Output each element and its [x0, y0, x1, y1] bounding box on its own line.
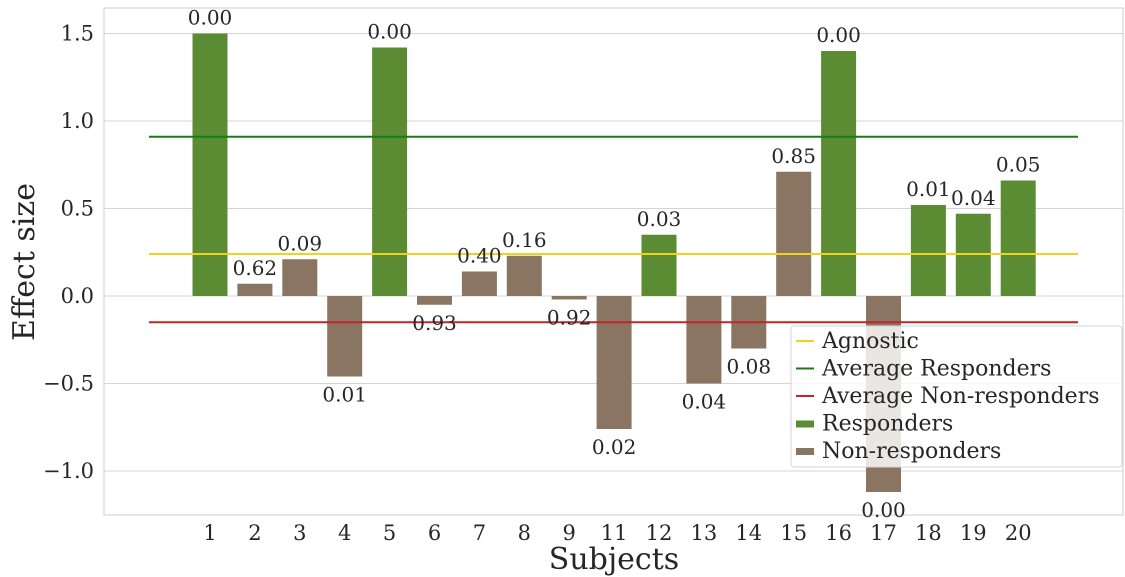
bar-label: 0.92 [547, 306, 592, 330]
bar [821, 51, 857, 296]
bar [551, 296, 587, 300]
bar-label: 0.02 [592, 435, 637, 459]
bar-label: 0.85 [771, 144, 816, 168]
bar [686, 296, 722, 384]
legend-label: Responders [822, 412, 953, 437]
bar [417, 296, 452, 305]
x-tick-label: 6 [428, 521, 441, 545]
bar [327, 296, 363, 377]
bar-label: 0.03 [637, 207, 682, 231]
bar [372, 47, 408, 296]
x-tick-label: 8 [518, 521, 531, 545]
bar-label: 0.04 [682, 390, 727, 414]
y-tick-label: 0.5 [61, 197, 94, 221]
y-tick-label: 0.0 [61, 284, 94, 308]
bar-label: 0.62 [233, 256, 278, 280]
bar [641, 234, 677, 296]
x-tick-label: 19 [960, 521, 987, 545]
y-tick-label: 1.0 [61, 109, 94, 133]
bar-label: 0.08 [727, 355, 772, 379]
x-tick-label: 20 [1005, 521, 1032, 545]
x-tick-label: 15 [780, 521, 807, 545]
bar-label: 0.40 [457, 244, 502, 268]
x-tick-label: 1 [203, 521, 216, 545]
x-tick-label: 9 [563, 521, 576, 545]
bar [282, 259, 318, 296]
legend-label: Average Responders [821, 357, 1051, 382]
bar-label: 0.05 [996, 153, 1041, 177]
y-tick-label: −0.5 [43, 372, 94, 396]
bar [1000, 180, 1036, 296]
x-tick-label: 3 [293, 521, 306, 545]
bar [910, 205, 946, 296]
bar-label: 0.00 [861, 498, 906, 522]
reference-lines [149, 135, 1078, 324]
x-tick-label: 2 [248, 521, 261, 545]
bar-label: 0.09 [278, 231, 323, 255]
y-axis-title: Effect size [7, 183, 42, 341]
bar [192, 33, 228, 296]
y-tick-label: −1.0 [43, 459, 94, 483]
legend-label: Non-responders [822, 439, 1001, 464]
x-tick-label: 17 [870, 521, 897, 545]
bar [596, 296, 632, 429]
x-tick-label: 4 [338, 521, 351, 545]
legend-patch-swatch [796, 420, 814, 428]
bar [461, 271, 497, 296]
x-tick-label: 12 [646, 521, 673, 545]
x-tick-label: 18 [915, 521, 942, 545]
bar [776, 171, 812, 296]
bar-label: 0.00 [367, 20, 412, 44]
legend-patch-swatch [796, 448, 814, 455]
bar-label: 0.00 [816, 23, 861, 47]
legend-label: Agnostic [821, 329, 919, 354]
y-tick-label: 1.5 [61, 22, 94, 46]
y-tick-labels: 1.5 1.0 0.5 0.0 −0.5 −1.0 [43, 22, 94, 484]
legend-label: Average Non-responders [821, 384, 1100, 409]
legend-box [790, 325, 1123, 468]
x-tick-label: 7 [473, 521, 486, 545]
x-tick-label: 16 [825, 521, 852, 545]
bar-label: 0.01 [322, 383, 367, 407]
bar-label: 0.01 [906, 177, 951, 201]
x-tick-label: 13 [691, 521, 718, 545]
x-tick-label: 11 [601, 521, 628, 545]
bar-label: 0.00 [188, 6, 233, 30]
x-axis-title: Subjects [549, 542, 679, 577]
bar-labels: 0.00 0.620.09 0.01 0.00 0.93 0.400.16 0.92 0.02… [188, 6, 1041, 523]
x-tick-labels: 1 2 3 4 5 6 7 8 9 11 12 13 14 15 16 17 18 19 20 [203, 521, 1031, 545]
bar [506, 255, 542, 296]
x-tick-label: 5 [383, 521, 396, 545]
bar [237, 283, 273, 296]
bar-label: 0.93 [412, 311, 457, 335]
bar-label: 0.04 [951, 186, 996, 210]
bar-label: 0.16 [502, 228, 547, 252]
x-tick-label: 14 [735, 521, 762, 545]
